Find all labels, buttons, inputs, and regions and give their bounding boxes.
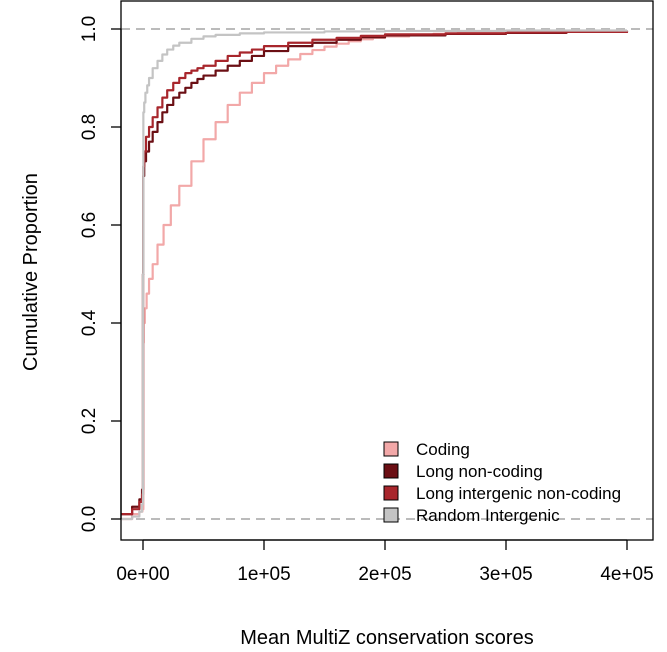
x-tick-label: 0e+00 — [116, 564, 169, 585]
legend-swatch — [383, 507, 399, 523]
series-line-coding — [121, 30, 629, 521]
x-tick-label: 1e+05 — [237, 564, 290, 585]
x-tick-label: 4e+05 — [600, 564, 653, 585]
y-axis-label: Cumulative Proportion — [20, 173, 42, 371]
legend-label: Long intergenic non-coding — [416, 484, 621, 503]
series-line-random-intergenic — [121, 29, 629, 521]
legend-label: Long non-coding — [416, 462, 543, 481]
x-axis-label: Mean MultiZ conservation scores — [240, 627, 533, 649]
legend-swatch — [383, 441, 399, 457]
legend-swatch — [383, 463, 399, 479]
series-line-long-intergenic-non-coding — [121, 30, 629, 516]
reference-lines — [121, 28, 653, 520]
x-axis: 0e+00 1e+05 2e+05 3e+05 4e+05 — [116, 539, 654, 585]
y-tick-label: 0.6 — [79, 212, 100, 238]
legend: Coding Long non-coding Long intergenic non… — [383, 440, 621, 525]
x-tick-label: 2e+05 — [358, 564, 411, 585]
y-tick-label: 1.0 — [79, 16, 100, 42]
y-tick-label: 0.2 — [79, 408, 100, 434]
series-lines — [121, 29, 629, 521]
series-line-long-non-coding — [121, 30, 629, 516]
y-tick-label: 0.4 — [79, 309, 100, 336]
y-axis: 0.0 0.2 0.4 0.6 0.8 1.0 — [79, 16, 122, 532]
legend-swatch — [383, 485, 399, 501]
x-tick-label: 3e+05 — [479, 564, 532, 585]
y-tick-label: 0.8 — [79, 114, 100, 140]
legend-label: Random Intergenic — [416, 506, 560, 525]
plot-frame — [120, 0, 654, 541]
y-tick-label: 0.0 — [79, 506, 100, 532]
legend-label: Coding — [416, 440, 470, 459]
